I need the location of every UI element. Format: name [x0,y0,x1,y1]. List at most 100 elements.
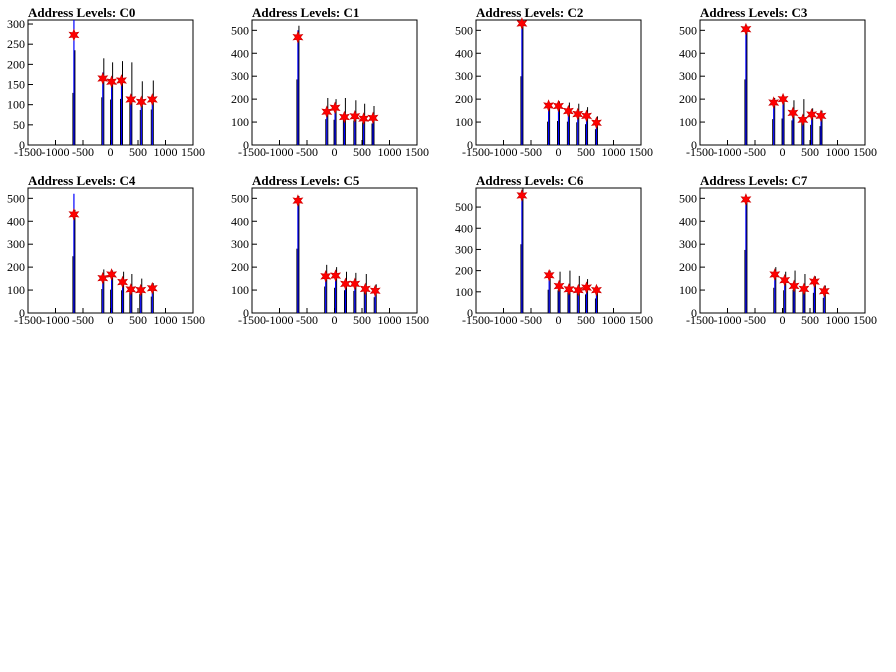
x-tick-label: 1000 [602,145,626,159]
peak-star-marker [581,109,593,123]
x-tick-label: -500 [72,313,94,327]
chart-panel-c1: Address Levels: C10100200300400500-1500-… [231,5,429,159]
y-tick-label: 200 [7,57,25,71]
x-tick-label: 500 [129,313,147,327]
peak-star-marker [581,281,593,294]
x-tick-label: 500 [353,313,371,327]
peak-star-marker [135,95,147,109]
x-tick-label: -500 [520,313,542,327]
peak-star-marker [106,75,118,88]
y-tick-label: 0 [243,306,249,320]
peak-star-marker [563,282,575,296]
x-tick-label: 1000 [154,145,178,159]
x-tick-label: -1500 [462,145,490,159]
peak-star-marker [815,109,827,123]
peak-star-marker [146,281,158,295]
y-tick-label: 400 [231,46,249,60]
x-tick-label: -500 [744,145,766,159]
y-tick-label: 300 [7,237,25,251]
x-tick-label: -1500 [14,145,42,159]
x-tick-label: 0 [108,145,114,159]
peak-star-marker [787,106,799,120]
peak-star-marker [553,279,565,293]
peak-star-marker [146,93,158,106]
y-tick-label: 300 [7,17,25,31]
peak-star-marker [740,193,752,206]
peak-star-marker [125,93,137,106]
peak-star-marker [740,22,752,36]
y-tick-label: 100 [455,285,473,299]
y-tick-label: 300 [231,69,249,83]
x-tick-label: -1000 [490,145,518,159]
x-tick-label: -1500 [686,145,714,159]
x-tick-label: 500 [353,145,371,159]
x-tick-label: -1500 [238,145,266,159]
x-tick-label: -500 [520,145,542,159]
y-tick-label: 100 [679,283,697,297]
x-tick-label: -1000 [490,313,518,327]
y-tick-label: 0 [691,138,697,152]
y-tick-label: 100 [7,283,25,297]
x-tick-label: -1500 [14,313,42,327]
y-tick-label: 300 [679,237,697,251]
peak-star-marker [779,273,791,287]
x-tick-label: -1500 [238,313,266,327]
x-tick-label: 500 [577,313,595,327]
y-tick-label: 50 [13,118,25,132]
y-tick-label: 400 [455,46,473,60]
y-tick-label: 0 [19,138,25,152]
y-tick-label: 200 [455,92,473,106]
y-tick-label: 200 [7,260,25,274]
peak-star-marker [338,110,350,124]
x-tick-label: 1500 [629,313,653,327]
y-tick-label: 500 [455,23,473,37]
chart-panel-c5: Address Levels: C50100200300400500-1500-… [231,173,429,327]
x-tick-label: 1000 [826,313,850,327]
chart-title: Address Levels: C7 [700,173,808,188]
x-tick-label: -1500 [686,313,714,327]
peak-star-marker [768,96,780,109]
x-tick-label: 1500 [405,145,429,159]
y-tick-label: 150 [7,78,25,92]
peak-star-marker [292,194,304,207]
y-tick-label: 300 [231,237,249,251]
peak-star-marker [320,269,332,283]
y-tick-label: 400 [455,221,473,235]
x-tick-label: 1000 [826,145,850,159]
x-tick-label: 1500 [181,313,205,327]
y-tick-label: 400 [679,214,697,228]
peak-star-marker [68,208,80,221]
x-tick-label: 1000 [378,145,402,159]
peak-star-marker [349,277,361,291]
y-tick-label: 300 [679,69,697,83]
x-tick-label: -500 [72,145,94,159]
peak-star-marker [367,111,379,125]
x-tick-label: 500 [577,145,595,159]
x-tick-label: -1000 [266,145,294,159]
y-tick-label: 300 [455,242,473,256]
y-tick-label: 200 [455,264,473,278]
x-tick-label: 0 [108,313,114,327]
y-tick-label: 500 [679,191,697,205]
chart-panel-c4: Address Levels: C40100200300400500-1500-… [7,173,205,327]
peak-star-marker [788,279,800,293]
peak-star-marker [769,268,781,281]
chart-panel-c3: Address Levels: C30100200300400500-1500-… [679,5,877,159]
peak-star-marker [349,110,361,123]
peak-star-marker [330,269,342,282]
chart-title: Address Levels: C2 [476,5,583,20]
peak-star-marker [543,268,555,282]
y-tick-label: 500 [7,191,25,205]
x-tick-label: -1500 [462,313,490,327]
y-tick-label: 500 [455,200,473,214]
y-tick-label: 0 [243,138,249,152]
peak-star-marker [590,116,602,130]
peak-star-marker [117,275,129,289]
y-tick-label: 100 [231,283,249,297]
chart-panel-c0: Address Levels: C0 0 50 100 150 200 250 300 -150… [7,5,205,159]
chart-panel-c2: Address Levels: C20100200300400500-1500-… [455,5,653,159]
y-tick-label: 200 [231,260,249,274]
y-tick-label: 300 [455,69,473,83]
y-tick-label: 250 [7,37,25,51]
